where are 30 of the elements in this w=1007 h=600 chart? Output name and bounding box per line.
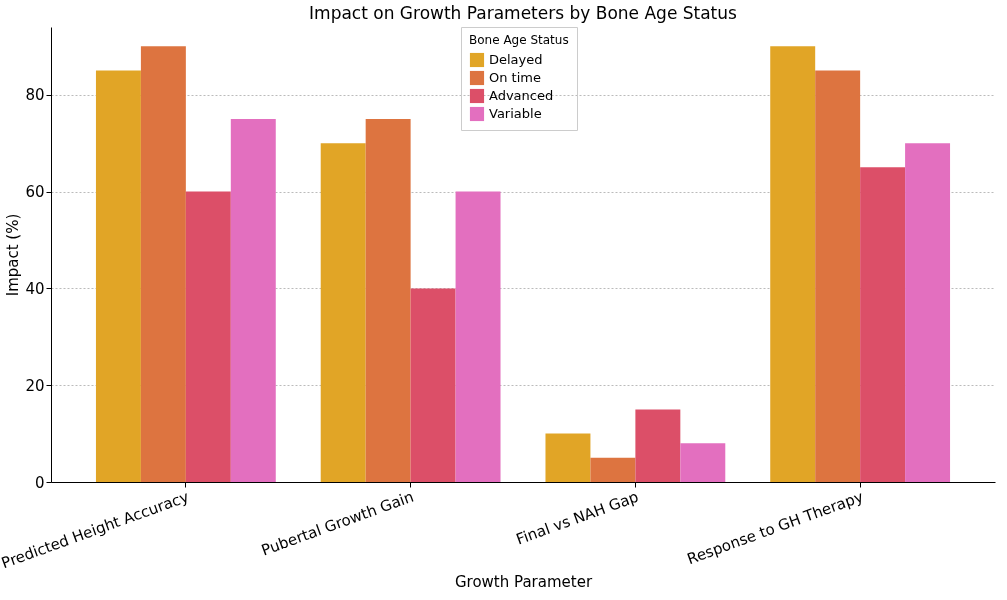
- bar: [320, 143, 366, 482]
- legend-title: Bone Age Status: [469, 33, 569, 47]
- bar: [410, 288, 456, 482]
- y-tick-label: 0: [34, 473, 45, 492]
- legend-label: Delayed: [489, 52, 543, 67]
- bar: [230, 118, 276, 482]
- y-tick-label: 20: [25, 376, 45, 395]
- bar: [905, 143, 951, 482]
- bar: [140, 46, 186, 482]
- chart-title: Impact on Growth Parameters by Bone Age Status: [309, 3, 738, 23]
- y-axis-title: Impact (%): [4, 213, 23, 297]
- bar: [545, 433, 591, 482]
- bar: [635, 409, 681, 482]
- bar: [860, 167, 906, 482]
- bar: [455, 191, 501, 482]
- bar: [770, 46, 816, 482]
- bar: [185, 191, 231, 482]
- bar: [590, 457, 636, 482]
- x-tick-label: Final vs NAH Gap: [513, 487, 641, 549]
- bar: [815, 70, 861, 482]
- bar: [365, 118, 411, 482]
- y-tick-label: 60: [25, 183, 45, 202]
- bar: [95, 70, 141, 482]
- bar: [680, 443, 726, 482]
- legend-label: On time: [489, 70, 541, 85]
- x-axis-title: Growth Parameter: [454, 573, 593, 592]
- y-tick-label: 80: [25, 86, 45, 105]
- legend-label: Advanced: [489, 88, 554, 103]
- y-tick-label: 40: [25, 279, 45, 298]
- legend-label: Variable: [489, 106, 542, 121]
